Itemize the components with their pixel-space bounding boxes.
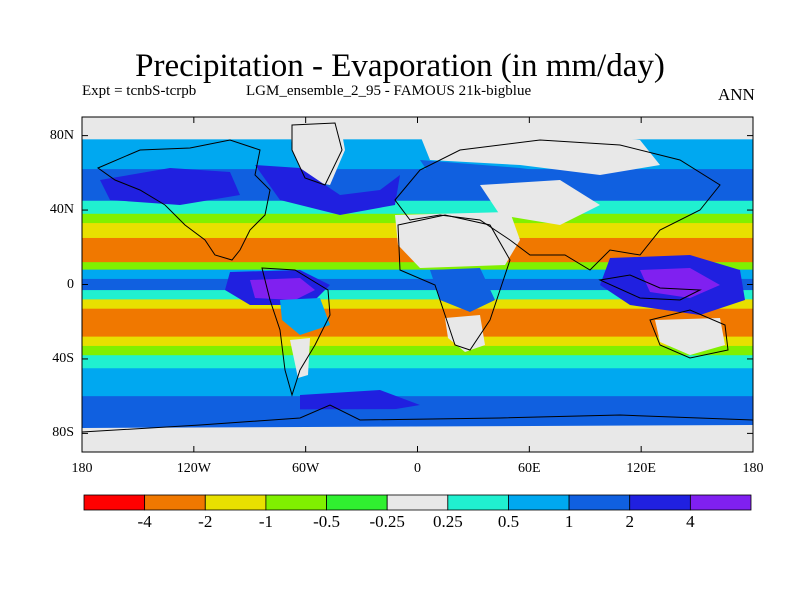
colorbar xyxy=(83,494,752,511)
colorbar-label: -2 xyxy=(198,512,213,531)
pme-band-8 xyxy=(82,269,753,280)
ensemble-label: LGM_ensemble_2_95 - FAMOUS 21k-bigblue xyxy=(246,83,532,99)
colorbar-label: -4 xyxy=(137,512,152,531)
lon-label: 120W xyxy=(176,461,211,476)
north-america-coast xyxy=(96,139,271,261)
season-label: ANN xyxy=(718,85,755,104)
south-america-coast xyxy=(261,267,331,397)
pme-band-12 xyxy=(82,308,753,338)
pme-band-14 xyxy=(82,345,753,356)
colorbar-label: -0.25 xyxy=(369,512,405,531)
lon-label: 60W xyxy=(292,461,320,476)
eurasia-coast xyxy=(394,139,721,271)
colorbar-swatch-5 xyxy=(386,494,449,511)
colorbar-label: 0.25 xyxy=(432,512,463,531)
greenland-coast xyxy=(291,122,343,186)
lon-label: 120E xyxy=(626,461,656,476)
sahara-grey xyxy=(395,212,520,268)
colorbar-swatch-2 xyxy=(204,494,267,511)
africa-coast xyxy=(397,214,511,351)
lat-label: 80S xyxy=(52,425,74,441)
colorbar-label: -1 xyxy=(258,512,273,531)
colorbar-label: -0.5 xyxy=(313,512,340,531)
lat-label: 40N xyxy=(49,202,74,218)
experiment-label: Expt = tcnbS-tcrpb xyxy=(82,83,197,99)
pme-band-13 xyxy=(82,336,753,347)
australia-grey xyxy=(655,318,725,355)
pme-band-9 xyxy=(82,278,753,291)
lon-label: 60E xyxy=(518,461,541,476)
southern-ocean-deep-blue xyxy=(300,390,420,415)
lat-label: 80N xyxy=(49,127,74,143)
siberia-grey xyxy=(420,130,660,175)
australia-coast xyxy=(649,309,729,359)
colorbar-swatch-6 xyxy=(447,494,509,511)
colorbar-label: 0.5 xyxy=(497,512,520,531)
axis-ticks xyxy=(81,117,754,452)
colorbar-swatch-4 xyxy=(326,494,388,511)
antarctic-coast-blue xyxy=(82,408,753,428)
coastlines xyxy=(82,122,753,433)
lon-label: 180 xyxy=(742,461,764,476)
colorbar-swatch-9 xyxy=(629,494,691,511)
greenland-dry-region xyxy=(290,122,345,185)
colorbar-swatch-3 xyxy=(265,494,327,511)
colorbar-swatch-0 xyxy=(83,494,146,511)
lon-label: 180 xyxy=(71,461,93,476)
congo-blue xyxy=(430,268,495,312)
maritime-continent-coast xyxy=(598,274,702,301)
lat-label: 40S xyxy=(52,350,74,366)
north-pacific-deep-blue xyxy=(100,168,240,205)
pme-band-16 xyxy=(82,368,753,397)
colorbar-swatch-1 xyxy=(144,494,206,511)
pme-band-11 xyxy=(82,299,753,310)
north-atlantic-deep-blue xyxy=(255,165,400,215)
patagonia-grey xyxy=(290,338,310,378)
lon-label: 0 xyxy=(414,461,421,476)
amazon-blue xyxy=(280,298,330,335)
lat-label: 0 xyxy=(67,276,74,292)
pme-band-10 xyxy=(82,290,753,300)
colorbar-label: 2 xyxy=(625,512,634,531)
colorbar-label: 1 xyxy=(564,512,574,531)
plot-title: Precipitation - Evaporation (in mm/day) xyxy=(135,48,665,84)
colorbar-label: 4 xyxy=(686,512,695,531)
colorbar-swatch-10 xyxy=(689,494,752,511)
pme-band-15 xyxy=(82,355,753,369)
colorbar-swatch-8 xyxy=(568,494,631,511)
antarctica-coast xyxy=(82,404,753,433)
pme-band-7 xyxy=(82,262,753,271)
colorbar-swatch-7 xyxy=(508,494,570,511)
